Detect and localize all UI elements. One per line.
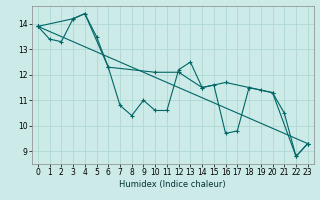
X-axis label: Humidex (Indice chaleur): Humidex (Indice chaleur) (119, 180, 226, 189)
